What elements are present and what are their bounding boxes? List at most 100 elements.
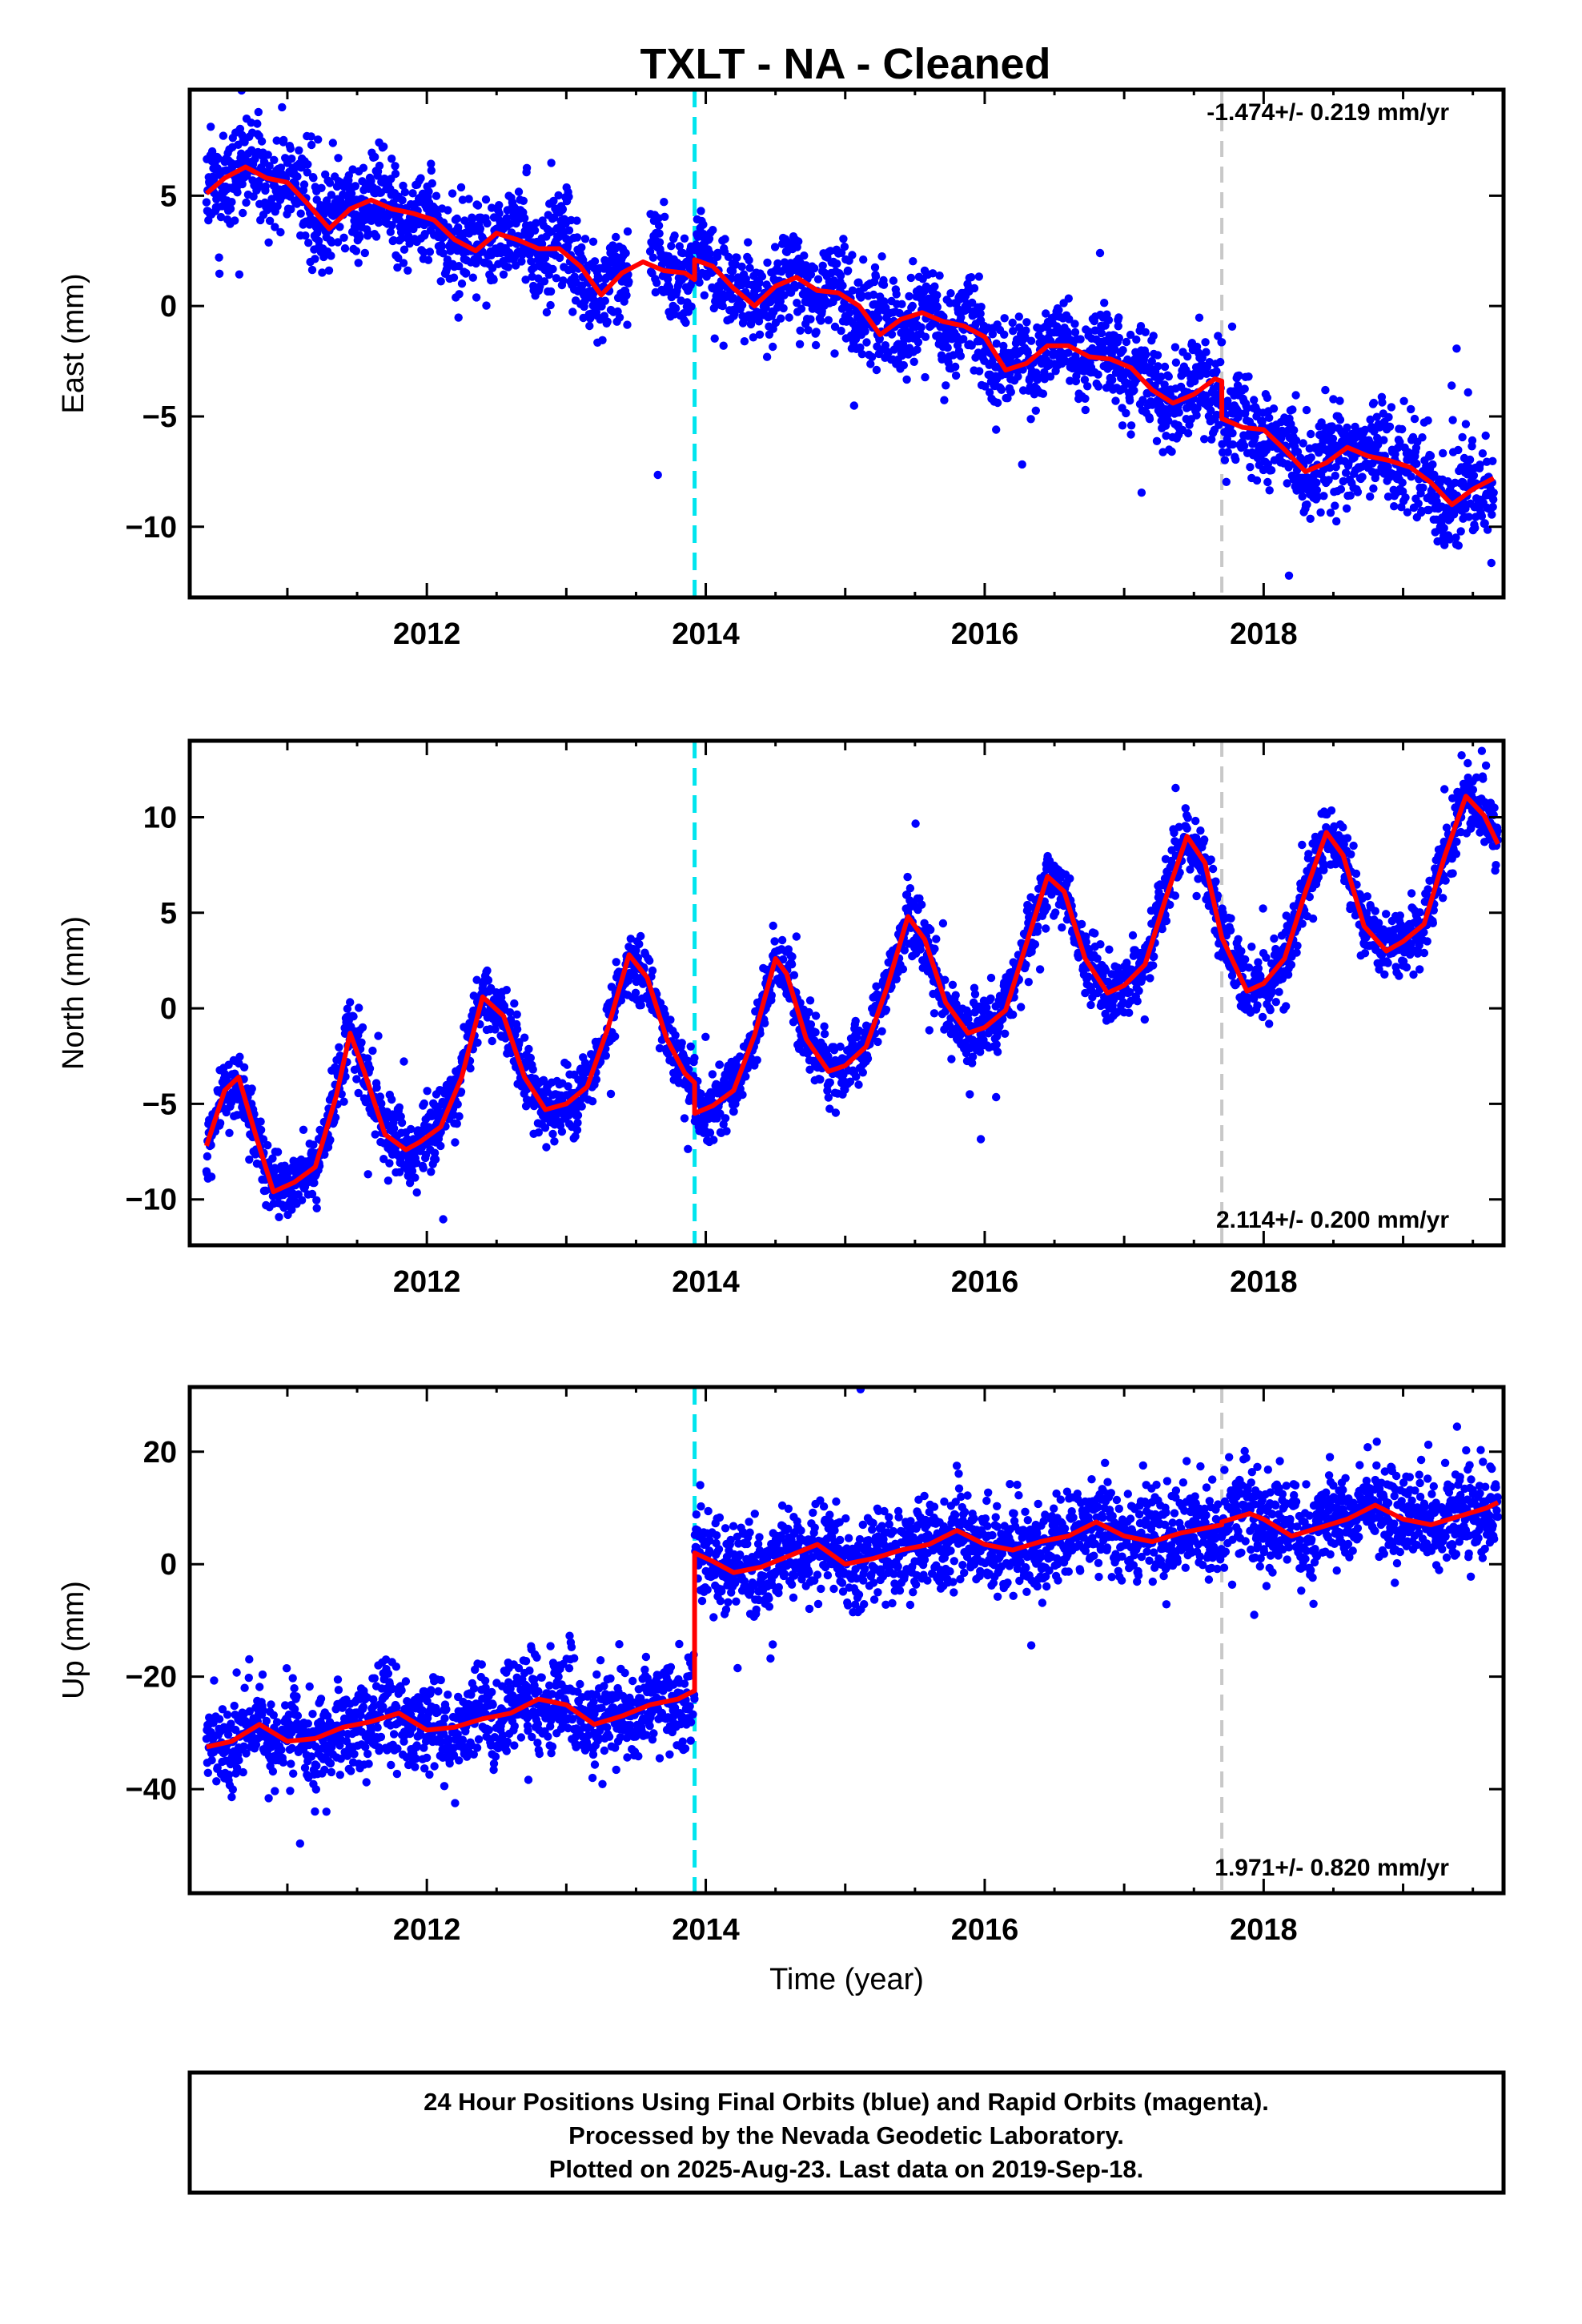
data-point xyxy=(769,342,777,352)
data-point xyxy=(1342,504,1351,513)
east-x-tick-label: 2016 xyxy=(951,617,1019,651)
data-point xyxy=(400,245,409,254)
data-point xyxy=(242,198,251,207)
data-point xyxy=(740,337,749,346)
data-point xyxy=(405,1179,415,1188)
data-point xyxy=(968,298,977,308)
data-point xyxy=(903,872,912,882)
data-point xyxy=(1061,356,1070,366)
data-point xyxy=(1126,396,1134,405)
data-point xyxy=(519,196,528,205)
data-point xyxy=(636,1001,645,1010)
data-point xyxy=(848,286,857,295)
data-point xyxy=(491,1025,500,1034)
data-point xyxy=(737,262,746,271)
data-point xyxy=(466,1063,475,1073)
data-point xyxy=(276,227,285,237)
data-point xyxy=(769,921,777,931)
data-point xyxy=(506,1015,516,1024)
data-point xyxy=(763,258,772,267)
data-point xyxy=(1064,348,1073,357)
data-point xyxy=(652,279,661,287)
data-point xyxy=(853,324,863,332)
data-point xyxy=(580,235,590,243)
data-point xyxy=(1240,441,1249,450)
data-point xyxy=(663,275,673,283)
data-point xyxy=(1064,294,1074,303)
data-point xyxy=(1269,404,1279,413)
data-point xyxy=(898,965,908,974)
data-point xyxy=(928,269,938,278)
data-point xyxy=(1487,558,1496,568)
data-point xyxy=(1458,432,1467,442)
data-point xyxy=(592,1075,601,1084)
data-point xyxy=(437,242,446,251)
data-point xyxy=(1307,429,1315,439)
data-point xyxy=(377,1099,386,1108)
data-point xyxy=(1090,326,1100,335)
data-point xyxy=(458,195,468,204)
data-point xyxy=(851,1016,860,1026)
data-point xyxy=(1378,398,1387,407)
data-point xyxy=(1136,322,1146,331)
data-point xyxy=(805,996,815,1005)
data-point xyxy=(412,1188,421,1197)
data-point xyxy=(304,239,313,247)
data-point xyxy=(981,382,990,391)
data-point xyxy=(540,1124,550,1132)
data-point xyxy=(761,1019,769,1027)
data-point xyxy=(1464,513,1473,521)
data-point xyxy=(690,1053,699,1063)
data-point xyxy=(942,381,950,390)
data-point xyxy=(661,1010,669,1019)
data-point xyxy=(653,470,662,480)
data-point xyxy=(680,234,689,243)
data-point xyxy=(1217,338,1227,347)
data-point xyxy=(837,326,845,336)
data-point xyxy=(959,335,968,344)
data-point xyxy=(1183,352,1192,361)
data-point xyxy=(301,231,310,240)
data-point xyxy=(495,201,504,210)
data-point xyxy=(264,238,273,247)
data-point xyxy=(468,273,477,282)
data-point xyxy=(1250,396,1259,404)
data-point xyxy=(600,296,609,305)
data-point xyxy=(1111,396,1120,405)
data-point xyxy=(1298,492,1307,501)
data-point xyxy=(572,1125,582,1135)
east-rate-label: -1.474+/- 0.219 mm/yr xyxy=(1207,99,1449,126)
data-point xyxy=(1476,460,1484,469)
data-point xyxy=(327,191,336,199)
data-point xyxy=(1145,415,1154,424)
east-x-tick-label: 2014 xyxy=(672,617,740,651)
data-point xyxy=(495,209,504,218)
data-point xyxy=(548,264,557,274)
data-point xyxy=(1142,350,1150,359)
data-point xyxy=(325,179,335,187)
data-point xyxy=(1114,313,1123,322)
north-data-points xyxy=(202,746,1503,1245)
data-point xyxy=(299,180,309,189)
data-point xyxy=(1094,370,1102,379)
data-point xyxy=(428,179,436,188)
data-point xyxy=(1307,453,1315,462)
data-point xyxy=(385,1159,394,1168)
data-point xyxy=(273,202,282,211)
data-point xyxy=(358,1023,367,1032)
data-point xyxy=(425,247,435,256)
data-point xyxy=(207,1172,216,1181)
data-point xyxy=(1412,459,1421,468)
data-point xyxy=(296,209,305,218)
data-point xyxy=(1104,316,1114,324)
data-point xyxy=(563,1060,572,1069)
data-point xyxy=(1489,489,1498,497)
data-point xyxy=(419,1164,428,1172)
data-point xyxy=(335,223,344,231)
data-point xyxy=(671,304,681,313)
data-point xyxy=(840,242,849,251)
data-point xyxy=(1316,508,1325,517)
data-point xyxy=(1398,478,1407,487)
data-point xyxy=(859,255,868,264)
data-point xyxy=(214,154,223,163)
